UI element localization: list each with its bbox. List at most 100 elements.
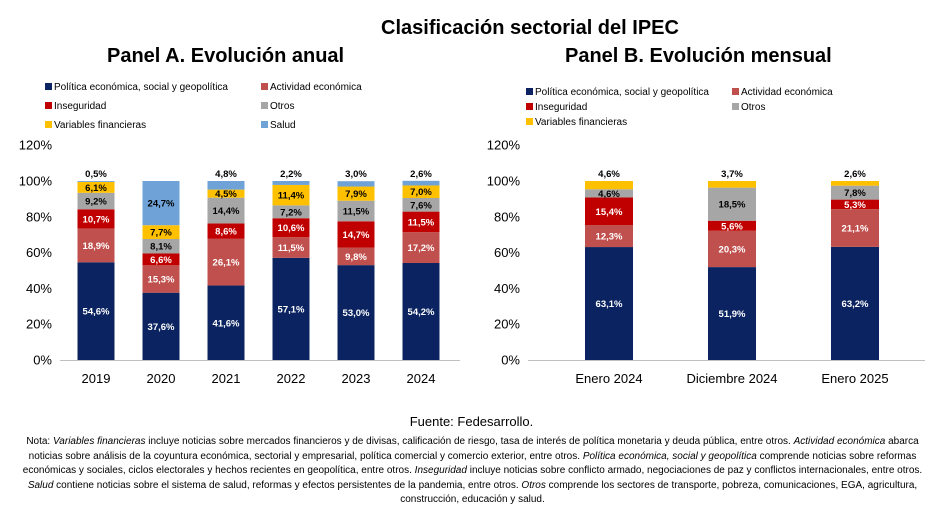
panel-b-y-tick-label: 20% [494, 317, 520, 332]
footnote-text: incluye noticias sobre conflicto armado,… [466, 465, 923, 476]
panel-a-bar-actividad [207, 238, 245, 286]
panel-a-data-label: 18,9% [83, 241, 110, 252]
panel-a-bar-salud [77, 181, 115, 182]
footnote-term: Otros [521, 479, 546, 491]
panel-b-legend-swatch [526, 87, 533, 95]
panel-a-legend-item-inseguridad: Inseguridad [45, 100, 106, 113]
panel-a-legend-swatch [45, 82, 52, 90]
panel-b-x-tick-label: Enero 2025 [821, 371, 888, 386]
panel-a-bar-actividad [402, 232, 440, 263]
panel-b-bar-politica [831, 246, 879, 360]
panel-a-data-label: 11,5% [408, 217, 435, 228]
panel-a-bar-politica [402, 262, 440, 360]
panel-b-bar-politica [585, 247, 633, 360]
panel-a-data-label: 7,7% [150, 228, 172, 239]
panel-a-data-label: 2,2% [280, 169, 302, 180]
panel-a-bar-otros [402, 198, 440, 212]
panel-a-bar-inseguridad [207, 223, 245, 239]
panel-a-bar-politica [77, 262, 115, 360]
panel-a-legend-item-actividad: Actividad económica [261, 81, 362, 94]
panel-b-legend-swatch [732, 102, 739, 110]
panel-a-legend-label: Política económica, social y geopolítica [54, 82, 228, 93]
panel-b-bar-actividad [708, 230, 756, 268]
panel-a-bar-otros [337, 200, 375, 222]
panel-a-bar-salud [272, 181, 310, 185]
panel-a-bar-politica [207, 285, 245, 360]
footnote-text: comprende noticias sobre reformas económ… [22, 450, 917, 477]
panel-a-data-label: 54,6% [83, 307, 110, 318]
panel-a-bar-inseguridad [272, 218, 310, 238]
panel-a-data-label: 54,2% [408, 307, 435, 318]
panel-a-y-tick-label: 80% [26, 209, 52, 224]
panel-b-bar-financieras [708, 181, 756, 188]
panel-a-data-label: 15,3% [148, 275, 175, 286]
panel-b-data-label: 4,6% [598, 189, 620, 200]
panel-a-data-label: 4,8% [215, 169, 237, 180]
panel-a-data-label: 9,8% [345, 252, 367, 263]
panel-b-data-label: 18,5% [719, 200, 746, 211]
panel-a-bar-actividad [77, 228, 115, 263]
panel-b-bar-otros [585, 189, 633, 198]
panel-a-data-label: 11,4% [278, 191, 305, 202]
panel-a-bar-actividad [142, 265, 180, 293]
panel-a-bar-financieras [402, 185, 440, 199]
footnote-term: Variables financieras [53, 436, 146, 447]
panel-a-y-tick-label: 20% [26, 317, 52, 332]
panel-b-data-label: 4,6% [598, 169, 620, 180]
panel-a-legend-item-otros: Otros [261, 100, 294, 113]
panel-b-y-tick-label: 0% [501, 353, 520, 368]
panel-a-legend-swatch [45, 120, 52, 128]
panel-a-legend-label: Variables financieras [54, 120, 147, 131]
panel-a-legend-swatch [45, 101, 52, 109]
panel-a-bar-financieras [337, 186, 375, 201]
panel-a-bar-actividad [337, 247, 375, 266]
panel-a-legend-label: Salud [270, 120, 296, 131]
panel-b-bar-otros [831, 185, 879, 200]
panel-a-x-tick-label: 2020 [147, 371, 176, 386]
charts-canvas: 0% 20% 40% 60% 80% 100% 120% 54,6% 18,9% 10,7% 9,2… [19, 138, 925, 386]
panel-a-y-tick-label: 60% [26, 245, 52, 260]
panel-a-data-label: 7,0% [410, 187, 432, 198]
panel-b-data-label: 63,2% [842, 299, 869, 310]
panel-a-data-label: 11,5% [343, 206, 370, 217]
panel-a-bar-financieras [207, 189, 245, 198]
panel-a-legend-label: Otros [270, 101, 295, 112]
panel-a-data-label: 10,7% [83, 214, 110, 225]
panel-b-data-label: 3,7% [721, 169, 743, 180]
footnote-text: abarca noticias sobre análisis de la coy… [28, 436, 919, 462]
panel-a-data-label: 4,5% [215, 189, 237, 200]
panel-a-bar-otros [207, 197, 245, 224]
footnote-term: Política económica, social y geopolítica [582, 450, 757, 462]
panel-a-x-tick-label: 2024 [407, 371, 436, 386]
panel-b-data-label: 15,4% [596, 207, 623, 218]
panel-b-legend-item-inseguridad: Inseguridad [526, 101, 587, 114]
panel-a-y-tick-label: 40% [26, 281, 52, 296]
panel-b-x-tick-label: Diciembre 2024 [686, 371, 777, 386]
panel-b-chart: 0% 20% 40% 60% 80% 100% 120% 63,1% 12,3% 15,4% 4,6… [487, 138, 925, 386]
panel-b-legend-swatch [526, 102, 533, 110]
footnote-term: Inseguridad [414, 465, 467, 476]
panel-a-legend-label: Actividad económica [270, 82, 362, 93]
footnote-text: contiene noticias sobre el sistema de sa… [53, 479, 522, 491]
panel-a-bar-financieras [77, 181, 115, 193]
panel-b-data-label: 5,6% [721, 221, 743, 232]
panel-b-data-label: 51,9% [719, 309, 746, 320]
panel-b-bar-politica [708, 267, 756, 360]
panel-a-x-tick-label: 2021 [212, 371, 241, 386]
panel-a-bar-financieras [142, 225, 180, 239]
panel-a-bar-salud [402, 180, 440, 186]
panel-a-bar-financieras [272, 184, 310, 206]
panel-a-data-label: 7,6% [410, 200, 432, 211]
panel-a-data-label: 3,0% [345, 169, 367, 180]
panel-a-bar-inseguridad [337, 221, 375, 248]
panel-b-bar-inseguridad [708, 220, 756, 231]
panel-a-data-label: 8,6% [215, 227, 237, 238]
panel-b-data-label: 5,3% [844, 200, 866, 211]
panel-a-data-label: 6,6% [150, 255, 172, 266]
footnote-text: comprende los sectores de transporte, po… [400, 479, 918, 506]
footnote-term: Salud [27, 479, 54, 491]
panel-a-data-label: 7,2% [280, 207, 302, 218]
footnote-text: incluye noticias sobre mercados financie… [145, 436, 794, 447]
panel-a-data-label: 2,6% [410, 169, 432, 180]
panel-b-y-tick-label: 80% [494, 209, 520, 224]
